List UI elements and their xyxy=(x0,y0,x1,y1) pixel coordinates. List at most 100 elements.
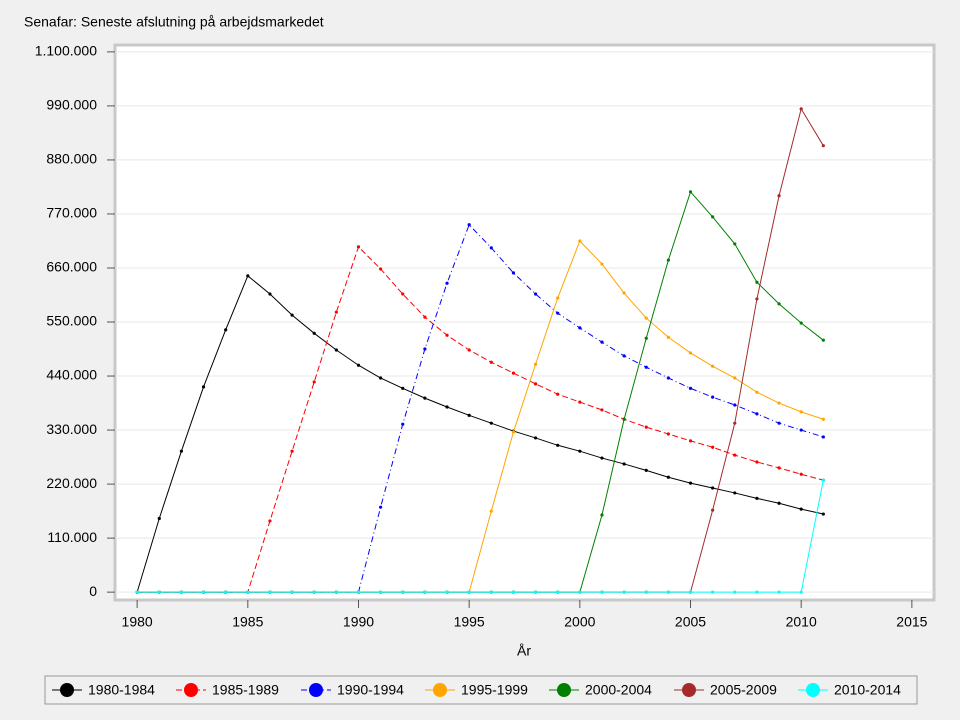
data-point xyxy=(733,453,737,457)
data-point xyxy=(224,590,228,594)
data-point xyxy=(511,590,516,594)
data-point xyxy=(135,590,139,594)
x-tick-label: 2010 xyxy=(786,614,817,630)
data-point xyxy=(224,328,228,332)
data-point xyxy=(733,403,737,407)
data-point xyxy=(489,246,493,250)
data-point xyxy=(533,362,538,366)
data-point xyxy=(666,258,670,262)
y-tick-label: 0 xyxy=(89,583,97,599)
data-point xyxy=(556,392,560,396)
data-point xyxy=(688,590,693,594)
data-point xyxy=(401,422,405,426)
data-point xyxy=(777,194,781,198)
series-line xyxy=(137,245,824,593)
data-point xyxy=(733,421,737,425)
data-point xyxy=(578,590,582,594)
data-point xyxy=(290,449,294,453)
data-point xyxy=(644,590,648,594)
data-point xyxy=(711,364,715,368)
data-point xyxy=(799,428,803,432)
data-point xyxy=(821,144,825,148)
legend-marker xyxy=(309,683,323,697)
y-tick-label: 880.000 xyxy=(46,151,97,167)
data-point xyxy=(821,417,825,421)
data-point xyxy=(755,412,759,416)
data-point xyxy=(821,478,825,482)
data-point xyxy=(423,396,427,400)
data-point xyxy=(755,496,759,500)
legend-marker xyxy=(60,683,74,697)
data-point xyxy=(777,401,781,405)
data-point xyxy=(401,292,405,296)
data-point xyxy=(379,590,383,594)
data-point xyxy=(711,395,715,399)
y-tick-label: 220.000 xyxy=(46,475,97,491)
data-point xyxy=(777,421,781,425)
x-tick-label: 1990 xyxy=(343,614,374,630)
y-tick-label: 440.000 xyxy=(46,367,97,383)
legend-label: 2010-2014 xyxy=(834,682,901,698)
legend-marker xyxy=(557,683,571,697)
data-point xyxy=(268,590,272,594)
data-point xyxy=(379,376,383,380)
data-point xyxy=(688,481,693,485)
data-point xyxy=(666,335,670,339)
data-point xyxy=(622,417,626,421)
data-point xyxy=(600,408,604,412)
x-tick-label: 2000 xyxy=(564,614,595,630)
data-point xyxy=(644,336,648,340)
data-point xyxy=(799,107,803,111)
data-point xyxy=(312,590,316,594)
data-point xyxy=(268,292,272,296)
data-point xyxy=(600,456,604,460)
data-point xyxy=(445,405,449,409)
y-tick-label: 990.000 xyxy=(46,97,97,113)
legend-marker xyxy=(682,683,696,697)
x-tick-label: 1980 xyxy=(122,614,153,630)
data-point xyxy=(489,360,493,364)
data-point xyxy=(334,348,338,352)
data-point xyxy=(511,371,516,375)
data-point xyxy=(489,590,493,594)
data-point xyxy=(179,449,184,453)
data-point xyxy=(777,501,781,505)
data-point xyxy=(246,590,250,594)
legend-label: 1990-1994 xyxy=(337,682,404,698)
data-point xyxy=(312,331,316,335)
series-line xyxy=(137,480,824,593)
y-tick-label: 330.000 xyxy=(46,421,97,437)
data-point xyxy=(799,321,803,325)
data-point xyxy=(356,590,361,594)
legend-label: 1985-1989 xyxy=(212,682,279,698)
data-point xyxy=(755,390,759,394)
data-point xyxy=(622,590,626,594)
data-point xyxy=(467,348,471,352)
data-point xyxy=(666,475,670,479)
data-point xyxy=(733,376,737,380)
data-point xyxy=(799,507,803,511)
data-point xyxy=(711,486,715,490)
data-point xyxy=(688,439,693,443)
data-point xyxy=(711,508,715,512)
data-point xyxy=(556,311,560,315)
data-point xyxy=(533,590,538,594)
series-line xyxy=(136,275,824,593)
data-point xyxy=(711,215,715,219)
data-point xyxy=(666,590,670,594)
data-point xyxy=(755,590,759,594)
data-point xyxy=(290,313,294,317)
data-point xyxy=(179,590,184,594)
data-point xyxy=(467,223,471,227)
data-point xyxy=(533,292,538,296)
y-tick-label: 110.000 xyxy=(47,529,97,545)
data-point xyxy=(379,505,383,509)
data-point xyxy=(755,460,759,464)
data-point xyxy=(445,590,449,594)
data-point xyxy=(401,590,405,594)
data-point xyxy=(334,590,338,594)
data-point xyxy=(533,436,538,440)
data-point xyxy=(622,354,626,358)
data-point xyxy=(356,363,361,367)
x-tick-label: 2005 xyxy=(675,614,706,630)
